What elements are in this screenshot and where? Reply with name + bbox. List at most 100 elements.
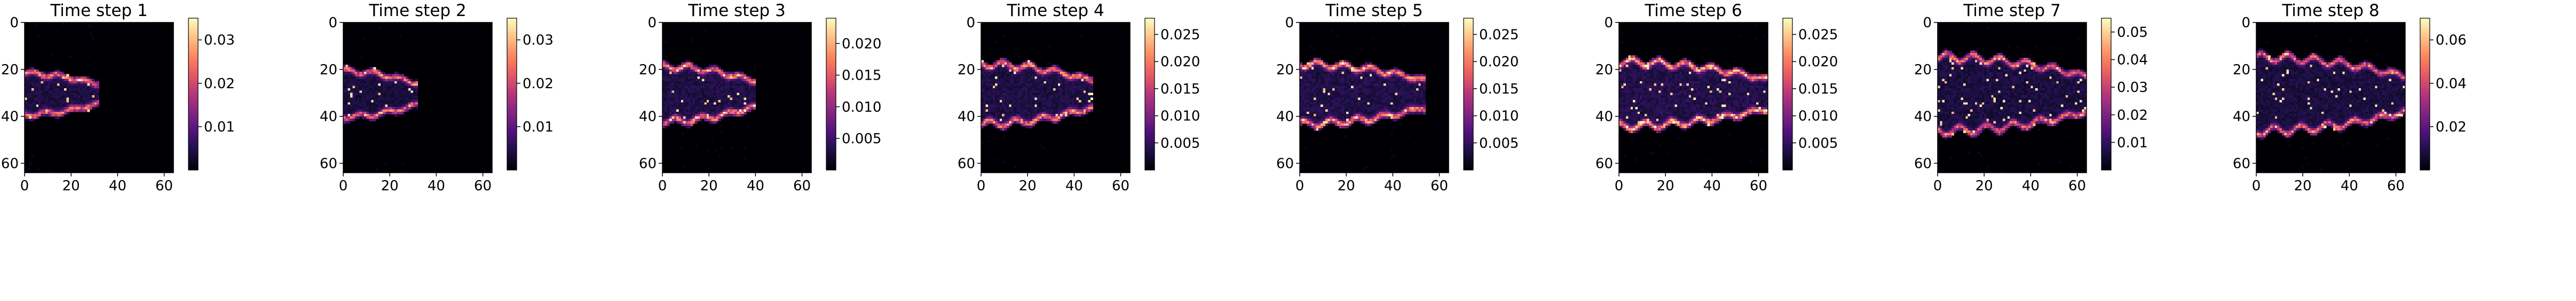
heatmap-cell <box>61 114 65 117</box>
heatmap-cell <box>720 109 723 112</box>
heatmap-cell <box>681 119 684 122</box>
heatmap-cell <box>1423 95 1426 98</box>
heatmap-cell <box>392 104 395 107</box>
heatmap-cell <box>750 107 754 110</box>
heatmap-cell <box>1018 114 1021 117</box>
y-tick-label: 0 <box>328 15 337 31</box>
heatmap-cell <box>995 111 998 114</box>
heatmap-cell <box>990 104 993 107</box>
heatmap-cell <box>713 67 716 70</box>
heatmap-cell <box>723 104 726 107</box>
heatmap-cell <box>1002 90 1005 94</box>
heatmap-cell <box>1623 111 1626 114</box>
heatmap-cell <box>1011 88 1014 91</box>
heatmap-cell <box>1316 95 1319 98</box>
heatmap-cell <box>66 111 69 114</box>
heatmap-cell <box>347 116 351 119</box>
heatmap-cell <box>711 140 714 143</box>
heatmap-cell <box>1030 114 1033 117</box>
heatmap-cell <box>364 81 367 84</box>
heatmap-cell <box>1021 81 1024 84</box>
heatmap-cell <box>1339 72 1342 75</box>
heatmap-cell <box>1041 104 1045 107</box>
heatmap-cell <box>61 22 65 25</box>
heatmap-cell <box>1018 88 1021 91</box>
heatmap-cell <box>394 107 397 110</box>
heatmap-cell <box>704 104 707 107</box>
heatmap-cell <box>68 109 72 112</box>
heatmap-cell <box>983 67 986 70</box>
heatmap-cell <box>1090 81 1093 84</box>
heatmap-cell <box>1321 62 1324 65</box>
heatmap-cell <box>1360 109 1363 112</box>
heatmap-cell <box>709 72 712 75</box>
heatmap-cell <box>723 86 726 89</box>
heatmap-cell <box>1074 95 1077 98</box>
heatmap-cell <box>1006 60 1009 63</box>
heatmap-cell <box>1318 126 1321 129</box>
heatmap-cell <box>350 76 353 79</box>
heatmap-cell <box>1633 116 1636 119</box>
heatmap-cell <box>1046 83 1049 87</box>
heatmap-cell <box>1365 67 1368 70</box>
heatmap-cell <box>1069 74 1072 77</box>
heatmap-cell <box>697 116 700 119</box>
heatmap-cell <box>408 83 412 87</box>
heatmap-cell <box>1050 116 1054 119</box>
heatmap-cell <box>1376 74 1379 77</box>
heatmap-cell <box>983 109 986 112</box>
colorbar-tick-label: 0.010 <box>1479 109 1519 125</box>
heatmap-cell <box>706 76 709 79</box>
heatmap-cell <box>345 67 349 70</box>
heatmap-cell <box>54 97 58 101</box>
heatmap-cell <box>1397 107 1401 110</box>
heatmap-cell <box>1393 74 1396 77</box>
heatmap-cell <box>1021 116 1024 119</box>
heatmap-cell <box>1034 107 1038 110</box>
heatmap-cell <box>1341 90 1345 94</box>
heatmap-cell <box>1046 109 1049 112</box>
heatmap-cell <box>73 88 76 91</box>
heatmap-cell <box>366 114 369 117</box>
heatmap-cell <box>1060 88 1063 91</box>
heatmap-cell <box>1388 97 1391 101</box>
heatmap-cell <box>1619 67 1622 70</box>
heatmap-cell <box>1374 65 1377 68</box>
heatmap-cell <box>1619 119 1622 122</box>
heatmap-cell <box>1623 65 1626 68</box>
heatmap-cell <box>1014 74 1016 77</box>
heatmap-cell <box>1050 67 1054 70</box>
heatmap-cell <box>1376 72 1379 75</box>
heatmap-cell <box>1300 76 1302 79</box>
heatmap-cell <box>1334 79 1338 82</box>
heatmap-cell <box>716 111 719 114</box>
heatmap-cell <box>368 97 372 101</box>
heatmap-cell <box>1397 114 1401 117</box>
heatmap-cell <box>36 83 39 87</box>
heatmap-cell <box>1018 79 1021 82</box>
heatmap-cell <box>1069 95 1072 98</box>
heatmap-cell <box>357 111 360 114</box>
heatmap-cell <box>41 104 44 107</box>
heatmap-cell <box>59 114 62 117</box>
heatmap-cell <box>718 67 721 70</box>
heatmap-cell <box>1044 88 1047 91</box>
heatmap-cell <box>75 86 78 89</box>
heatmap-cell <box>1023 119 1026 122</box>
x-tick-label: 40 <box>1065 178 1083 194</box>
heatmap-cell <box>1316 65 1319 68</box>
heatmap-cell <box>718 153 721 157</box>
heatmap-cell <box>1381 88 1384 91</box>
heatmap-cell <box>1044 81 1047 84</box>
heatmap-cell <box>748 107 752 110</box>
heatmap-cell <box>1379 88 1382 91</box>
heatmap-cell <box>1633 81 1636 84</box>
heatmap-cell <box>750 88 754 91</box>
heatmap-cell <box>1307 88 1310 91</box>
heatmap-cell <box>392 92 395 96</box>
heatmap-cell <box>392 95 395 98</box>
heatmap-cell <box>999 79 1002 82</box>
heatmap-cell <box>80 88 83 91</box>
heatmap-cell <box>408 97 412 101</box>
heatmap-cell <box>1341 65 1345 68</box>
